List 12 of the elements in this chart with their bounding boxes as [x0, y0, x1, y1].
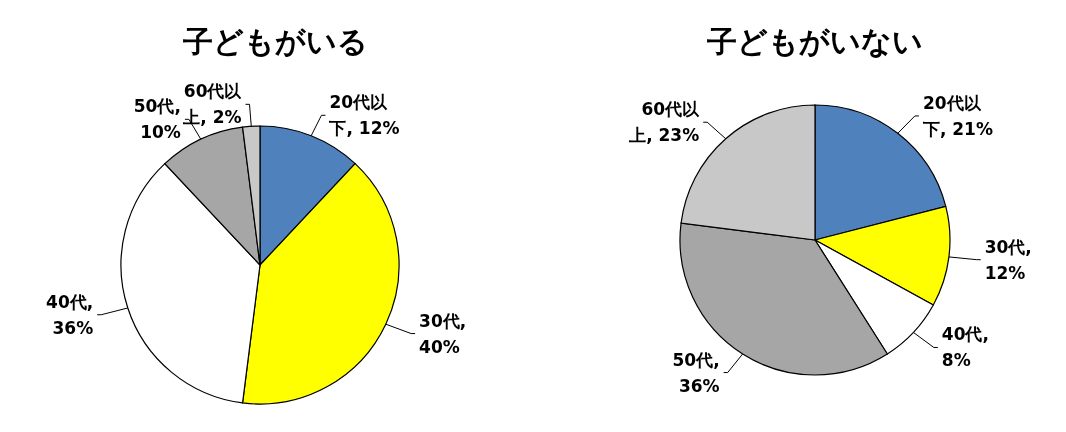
slice-label: 30代, 12%	[984, 236, 1032, 283]
chart-title: 子どもがいる	[181, 24, 368, 59]
slice-label: 30代, 40%	[419, 310, 467, 357]
chart-title: 子どもがいない	[706, 24, 923, 59]
slice-label: 20代以下, 21%	[922, 92, 993, 139]
slice-label: 60代以上, 2%	[183, 81, 242, 128]
slice-label: 50代, 36%	[672, 349, 720, 396]
slice-label: 40代, 36%	[46, 291, 94, 338]
slice-label: 50代, 10%	[133, 96, 181, 143]
slice-label: 20代以下, 12%	[329, 92, 400, 139]
slice-label: 40代, 8%	[941, 324, 989, 371]
slice-label: 60代以上, 23%	[629, 99, 700, 146]
